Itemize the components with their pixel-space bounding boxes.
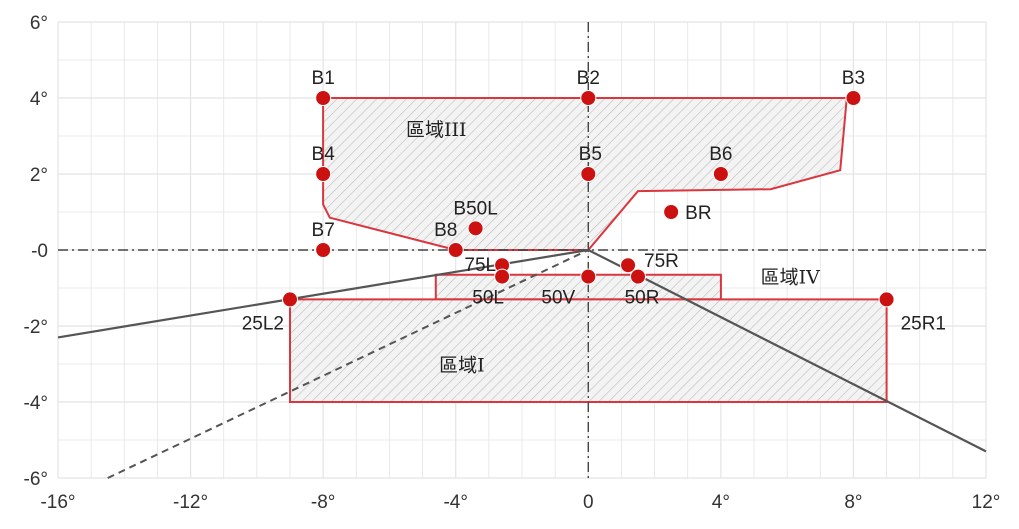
point-label-25r1: 25R1	[901, 313, 946, 334]
point-label-b1: B1	[312, 68, 335, 89]
zone-iii-label: 區域III	[406, 119, 467, 141]
x-tick-label: 4°	[712, 492, 730, 513]
x-tick-label: -4°	[443, 492, 468, 513]
y-tick-label: 4°	[30, 89, 48, 110]
x-tick-label: -12°	[173, 492, 208, 513]
point-label-b50l: B50L	[453, 198, 497, 219]
zone-iv-label: 區域IV	[761, 266, 821, 288]
zone-i-label: 區域I	[439, 355, 485, 377]
dashed-cutoff-line	[107, 249, 589, 479]
point-b50l	[467, 220, 484, 237]
point-25r1	[878, 291, 895, 308]
y-tick-label: 6°	[30, 13, 48, 34]
y-tick-label: -6°	[24, 469, 49, 490]
point-label-25l2: 25L2	[242, 313, 284, 334]
point-label-b4: B4	[312, 144, 336, 165]
point-label-b6: B6	[709, 144, 732, 165]
point-label-b8: B8	[434, 220, 457, 241]
point-label-50l: 50L	[472, 288, 504, 309]
point-50l	[494, 268, 511, 285]
y-tick-label: -4°	[24, 393, 49, 414]
y-tick-label: -2°	[24, 317, 49, 338]
point-b6	[712, 166, 729, 182]
x-tick-label: 0	[583, 492, 594, 513]
x-tick-label: -8°	[311, 492, 336, 513]
y-tick-label: 2°	[30, 165, 48, 186]
point-b4	[315, 166, 332, 182]
x-tick-label: -16°	[40, 492, 75, 513]
point-label-b2: B2	[577, 68, 600, 89]
point-label-b5: B5	[579, 144, 602, 165]
point-label-br: BR	[685, 203, 711, 224]
tick-labels: -16° -12° -8° -4° 0 4° 8° 12° 6° 4° 2° -0 -2° -4° -6°	[24, 13, 1001, 513]
point-label-50r: 50R	[625, 288, 660, 309]
point-b2	[580, 90, 597, 106]
x-tick-label: 8°	[844, 492, 862, 513]
point-50r	[630, 268, 646, 285]
right-cutoff-line	[587, 249, 987, 453]
point-75r	[620, 257, 637, 274]
point-b3	[845, 90, 862, 106]
point-label-75r: 75R	[644, 251, 679, 272]
point-50v	[580, 268, 597, 285]
point-label-75l: 75L	[464, 255, 496, 276]
point-25l2	[282, 291, 298, 308]
point-label-b7: B7	[312, 220, 335, 241]
point-label-b3: B3	[842, 68, 865, 89]
point-b1	[315, 90, 332, 106]
point-b7	[315, 242, 332, 258]
x-tick-label: 12°	[972, 492, 1001, 513]
point-label-50v: 50V	[541, 288, 575, 309]
point-br	[663, 204, 680, 220]
point-b5	[580, 166, 597, 182]
point-b8	[447, 242, 464, 258]
zone-labels: 區域III 區域IV 區域I	[406, 119, 820, 377]
y-tick-label: -0	[31, 241, 48, 262]
